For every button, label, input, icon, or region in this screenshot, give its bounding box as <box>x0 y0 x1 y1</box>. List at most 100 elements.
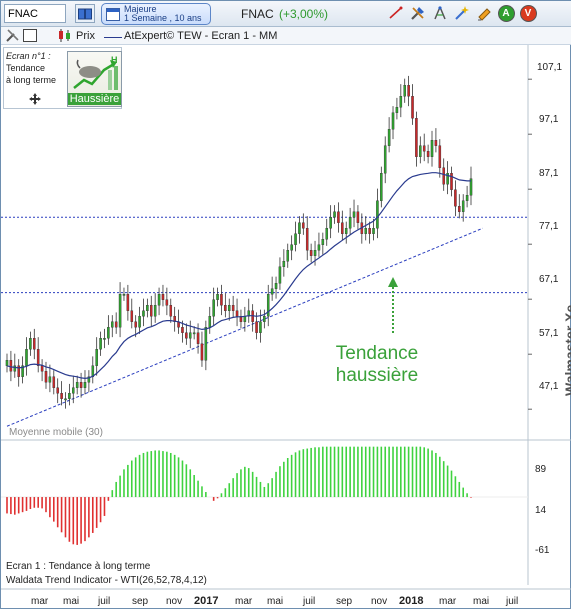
price-tick: 97,1 <box>539 114 559 125</box>
candle-body <box>255 321 258 333</box>
indicator-subtitle: Waldata Trend Indicator - WTI(26,52,78,4… <box>6 575 207 586</box>
candle-body <box>126 294 130 311</box>
ticker-change: (+3,00%) <box>279 7 329 21</box>
indicator-tick: 14 <box>535 505 547 516</box>
candle-body <box>426 151 430 157</box>
price-tick: 47,1 <box>539 381 559 392</box>
highlighter-icon[interactable] <box>475 4 493 22</box>
candle-body <box>458 206 461 212</box>
window-frame-icon[interactable] <box>23 29 37 42</box>
candle-body <box>270 288 274 295</box>
candle-body <box>95 349 98 366</box>
indicator-tick: 89 <box>535 464 547 475</box>
candle-body <box>411 96 414 119</box>
candle-body <box>157 294 161 306</box>
trend-annotation: Tendance haussière <box>321 343 433 387</box>
magic-wand-icon[interactable] <box>453 4 471 22</box>
candle-body <box>114 321 118 328</box>
indicator-tick: -61 <box>535 545 550 556</box>
price-tick: 107,1 <box>537 62 563 73</box>
candle-body <box>313 250 317 256</box>
time-tick: sep <box>132 596 149 607</box>
candle-body <box>118 294 122 328</box>
candle-body <box>25 349 28 366</box>
time-tick: mar <box>439 596 457 607</box>
candle-body <box>64 398 67 401</box>
screen-card-line3: à long terme <box>6 75 57 85</box>
candle-body <box>138 316 141 328</box>
candle-body <box>40 365 44 372</box>
tools-icon[interactable] <box>409 4 427 22</box>
grid-layer <box>1 45 571 590</box>
candle-body <box>161 294 165 300</box>
move-icon[interactable] <box>29 93 41 105</box>
book-button[interactable] <box>75 4 95 23</box>
candle-body <box>130 310 134 322</box>
moving-average-line <box>6 172 471 380</box>
candle-body <box>87 376 91 383</box>
candle-body <box>298 222 301 234</box>
candle-body <box>337 211 340 223</box>
candle-body <box>387 129 391 146</box>
compass-icon[interactable] <box>431 4 449 22</box>
time-tick: juil <box>98 596 111 607</box>
alert-v-icon[interactable]: V <box>519 4 537 22</box>
candle-body <box>52 376 56 388</box>
candle-body <box>153 305 157 317</box>
candle-body <box>419 145 422 157</box>
candlestick-icon[interactable] <box>57 28 73 43</box>
candle-body <box>29 338 32 350</box>
chart-area[interactable] <box>1 45 571 610</box>
candle-body <box>325 228 329 240</box>
watermark: Walmaster Xe <box>562 304 571 396</box>
period-label-2: 1 Semaine , 10 ans <box>124 13 202 23</box>
candle-body <box>111 321 114 328</box>
annotation-arrow-head <box>388 277 398 287</box>
trend-annotation-line1: Tendance <box>335 343 419 364</box>
symbol-input[interactable] <box>4 4 66 23</box>
candle-body <box>274 283 278 289</box>
time-tick: mai <box>267 596 284 607</box>
candle-body <box>13 365 17 372</box>
price-series-label[interactable]: Prix <box>76 30 95 42</box>
candle-body <box>403 85 406 97</box>
wti-layer <box>6 446 472 545</box>
candle-body <box>149 305 153 317</box>
candle-body <box>216 294 219 300</box>
candle-body <box>5 360 9 366</box>
candle-body <box>321 239 325 245</box>
candle-body <box>302 222 305 229</box>
wrench-icon[interactable] <box>5 28 20 43</box>
candle-body <box>333 211 336 218</box>
trend-badge-label: Haussière <box>68 93 121 105</box>
screen-card-line2: Tendance <box>6 63 46 73</box>
candle-body <box>407 85 410 97</box>
candle-body <box>263 316 266 322</box>
alert-a-icon[interactable]: A <box>497 4 515 22</box>
candle-body <box>317 244 321 251</box>
alert-v-badge: V <box>519 4 537 22</box>
candle-body <box>224 305 227 311</box>
candle-body <box>469 178 473 196</box>
candle-body <box>364 228 367 234</box>
candle-body <box>415 118 418 157</box>
candle-body <box>56 387 59 394</box>
candle-body <box>380 173 383 201</box>
candle-body <box>72 387 75 394</box>
chart-line-icon[interactable] <box>387 4 405 22</box>
candle-body <box>309 250 313 256</box>
indicator-legend-label[interactable]: AtExpert© TEW - Ecran 1 - MM <box>124 30 278 42</box>
time-tick: mar <box>235 596 253 607</box>
candle-body <box>356 211 360 223</box>
candle-body <box>391 112 395 130</box>
moving-average-label: Moyenne mobile (30) <box>9 427 103 438</box>
top-toolbar: Majeure 1 Semaine , 10 ans FNAC (+3,00%)… <box>1 1 571 27</box>
alert-a-badge: A <box>497 4 515 22</box>
book-icon <box>78 8 92 19</box>
period-selector-button[interactable]: Majeure 1 Semaine , 10 ans <box>101 3 211 25</box>
candle-body <box>235 310 239 317</box>
trend-badge: H Haussière <box>67 51 122 107</box>
candle-body <box>83 382 87 388</box>
screen-card[interactable]: Ecran n°1 : Tendance à long terme H Haus… <box>3 47 122 109</box>
candle-body <box>60 393 63 399</box>
